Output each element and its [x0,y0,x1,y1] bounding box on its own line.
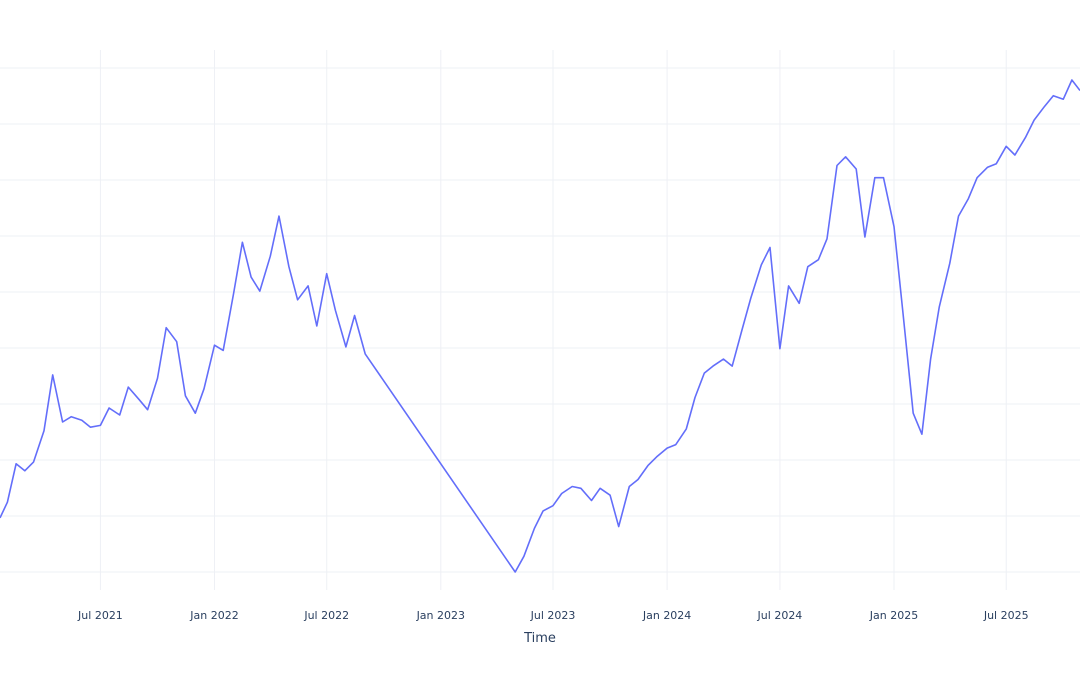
x-axis-title: Time [523,631,556,646]
x-tick-label: Jul 2025 [983,609,1029,622]
series-line [0,79,1080,573]
x-axis-ticks: Jul 2021 Jan 2022 Jul 2022 Jan 2023 Jul 2023… [77,609,1029,622]
x-tick-label: Jul 2022 [303,609,349,622]
x-tick-label: Jan 2025 [869,609,918,622]
x-tick-label: Jul 2024 [757,609,803,622]
x-tick-label: Jan 2024 [642,609,691,622]
chart-grid [0,50,1080,590]
x-tick-label: Jul 2021 [77,609,123,622]
x-tick-label: Jan 2023 [416,609,465,622]
x-tick-label: Jul 2023 [530,609,576,622]
x-tick-label: Jan 2022 [189,609,238,622]
